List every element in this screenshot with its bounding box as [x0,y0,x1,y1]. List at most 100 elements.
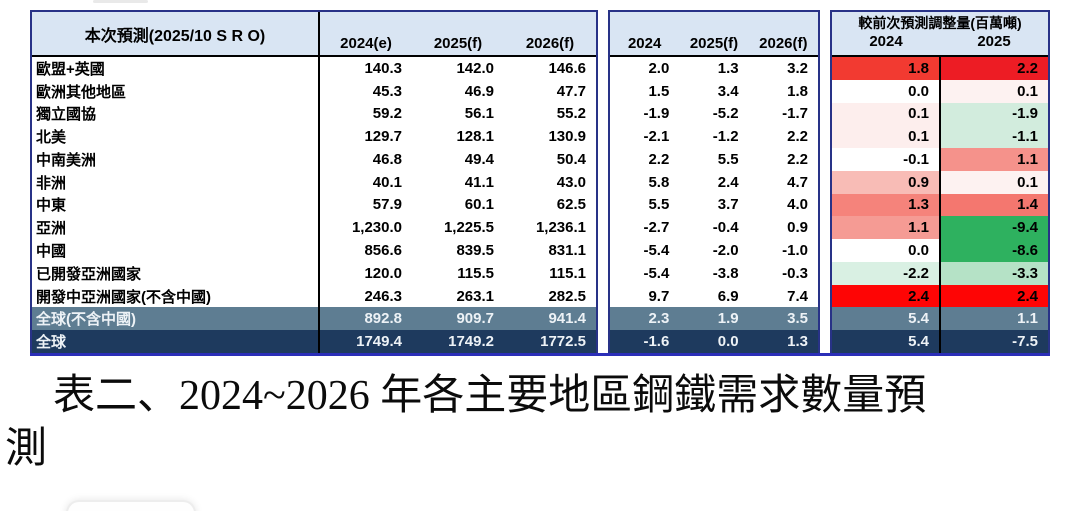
adjustment-value: 2.4 [832,284,941,308]
table-row: 全球(不含中國) 892.8 909.7 941.4 [32,307,596,331]
region-label: 獨立國協 [32,102,320,126]
table-row: 歐洲其他地區 45.3 46.9 47.7 [32,79,596,103]
growth-value: 5.5 [648,196,670,214]
growth-value: -1.2 [712,128,739,146]
growth-value: -0.4 [712,219,739,237]
table-row: 獨立國協 59.2 56.1 55.2 [32,102,596,126]
demand-value: 246.3 [364,287,402,305]
demand-value: 1749.4 [356,333,402,351]
adjustment-value: -9.4 [941,216,1048,240]
table-row: 中東 57.9 60.1 62.5 [32,193,596,217]
growth-value: 1.9 [717,310,739,328]
bottom-card[interactable] [66,500,196,511]
demand-value: 59.2 [372,105,402,123]
cropped-text-artifact [93,0,148,3]
region-label: 全球(不含中國) [32,307,320,331]
panel-growth-rate: 2024 2025(f) 2026(f) 2.0 1.3 3.2 1.5 3.4 1.8 -1.… [608,10,820,353]
table-row: -1.9 -5.2 -1.7 [610,103,818,126]
adjustment-value: 1.1 [941,148,1048,171]
column-header: 2026(f) [759,35,808,52]
table-row: 非洲 40.1 41.1 43.0 [32,170,596,194]
region-label: 已開發亞洲國家 [32,261,320,285]
growth-value: -3.8 [712,264,739,282]
column-header: 2024 [627,35,662,52]
growth-value: 2.3 [648,310,670,328]
adjustment-title: 較前次預測調整量(百萬噸) [858,15,1022,31]
caption-line-2: 測 [5,426,48,472]
demand-value: 60.1 [464,196,494,214]
adjustment-value: -1.1 [941,125,1048,149]
growth-value: 9.7 [648,287,670,305]
adjustment-value: 1.3 [832,193,941,217]
table-row: -2.2 -3.3 [832,261,1048,285]
table-row: 中國 856.6 839.5 831.1 [32,239,596,262]
table-row: -2.7 -0.4 0.9 [610,216,818,239]
demand-value: 115.1 [549,264,586,282]
table-row: -5.4 -2.0 -1.0 [610,239,818,262]
adjustment-value: -3.3 [941,261,1048,285]
adjustment-value: 0.9 [832,170,941,194]
adjustment-value: 1.8 [832,57,941,80]
table-row: -1.6 0.0 1.3 [610,330,818,353]
demand-value: 43.0 [556,173,586,191]
growth-value: -2.1 [643,128,670,146]
table-row: 5.5 3.7 4.0 [610,194,818,217]
table-row: 1.5 3.4 1.8 [610,80,818,103]
growth-value: 2.2 [648,150,670,168]
adjustment-value: 0.0 [832,79,941,103]
demand-value: 1,230.0 [351,219,402,237]
adjustment-column-headers: 2024 2025 [832,33,1048,55]
growth-value: 5.5 [717,150,739,168]
demand-value: 57.9 [372,196,402,214]
table-row: 5.4 1.1 [832,307,1048,331]
table-row: 2.3 1.9 3.5 [610,307,818,331]
growth-value: 4.7 [787,173,808,191]
column-header: 2026(f) [525,35,575,52]
demand-value: 128.1 [456,128,494,146]
demand-value: 115.5 [457,264,494,282]
adjustment-value: 0.0 [832,239,941,262]
table-row: -2.1 -1.2 2.2 [610,125,818,148]
growth-value: 3.2 [787,59,808,77]
demand-value: 50.4 [556,150,586,168]
table-row: -5.4 -3.8 -0.3 [610,262,818,285]
growth-value: 6.9 [717,287,739,305]
demand-value: 1,236.1 [535,219,586,237]
demand-value: 140.3 [364,59,402,77]
growth-value: 4.0 [787,196,808,214]
column-header: 2024 [869,33,903,50]
table-row: 5.4 -7.5 [832,330,1048,353]
region-label: 歐盟+英國 [32,57,320,80]
demand-value: 55.2 [556,105,586,123]
steel-demand-table: 本次預測(2025/10 S R O) 2024(e) 2025(f) 2026(f… [30,10,1050,356]
growth-value: -5.2 [712,105,739,123]
region-label: 中國 [32,239,320,262]
growth-value: 1.8 [787,82,808,100]
table-row: 2.2 5.5 2.2 [610,148,818,171]
growth-value: 1.3 [787,333,808,351]
growth-value: 2.4 [717,173,739,191]
demand-value: 47.7 [556,82,586,100]
column-header: 2025(f) [433,35,483,52]
demand-value: 41.1 [464,173,494,191]
table-row: 2.4 2.4 [832,284,1048,308]
table-row: 1.3 1.4 [832,193,1048,217]
panel-forecast-adjustment: 較前次預測調整量(百萬噸) 2024 2025 1.8 2.2 0.0 0.1 0.1 -1… [830,10,1050,353]
table-title: 本次預測(2025/10 S R O) [32,12,320,55]
growth-value: 2.0 [648,59,670,77]
region-label: 中南美洲 [32,148,320,171]
growth-value: 0.0 [717,333,739,351]
growth-value: 3.5 [787,310,808,328]
adjustment-value: 1.4 [941,193,1048,217]
growth-value: -2.7 [643,219,670,237]
demand-panel-header: 本次預測(2025/10 S R O) 2024(e) 2025(f) 2026(f… [32,12,596,57]
growth-value: -1.6 [643,333,670,351]
demand-value: 146.6 [548,59,586,77]
caption-line-1: 表二、2024~2026 年各主要地區鋼鐵需求數量預 [53,373,927,419]
demand-value: 263.1 [456,287,494,305]
region-label: 開發中亞洲國家(不含中國) [32,284,320,308]
region-label: 歐洲其他地區 [32,79,320,103]
demand-value: 282.5 [548,287,586,305]
growth-value: 3.7 [717,196,739,214]
